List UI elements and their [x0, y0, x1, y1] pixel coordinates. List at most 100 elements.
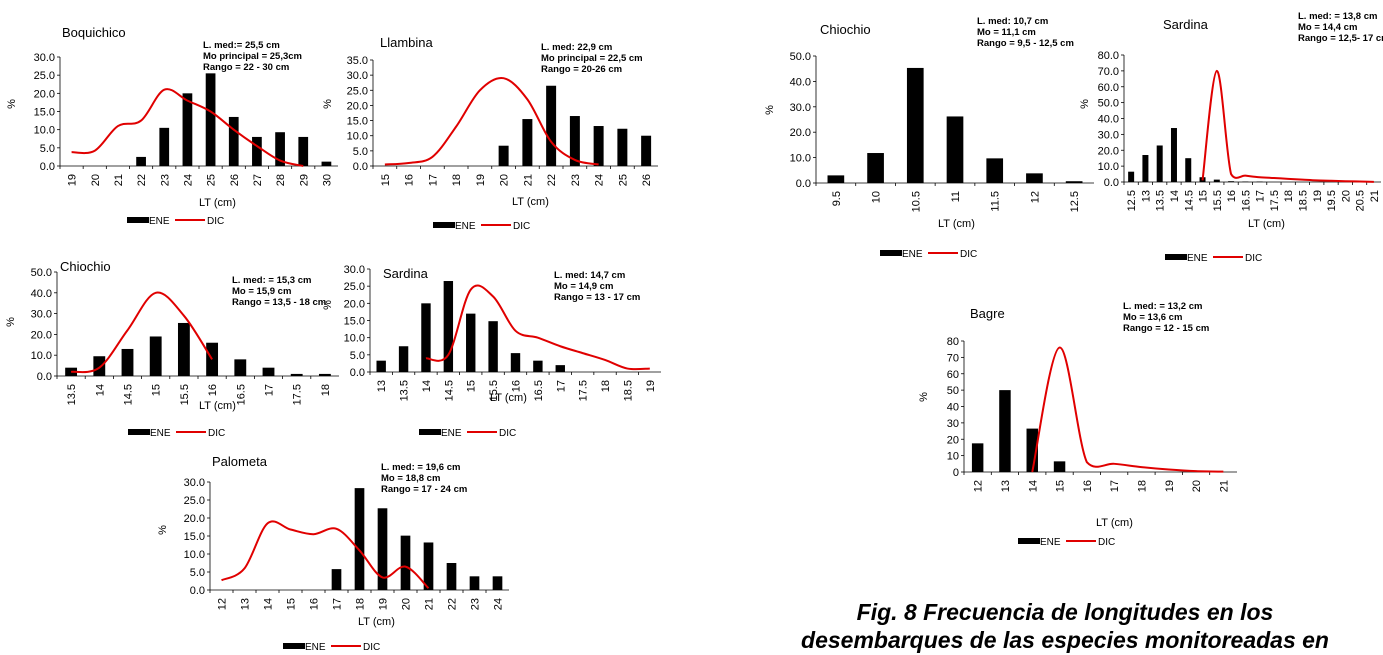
- x-tick-label: 15: [286, 598, 298, 610]
- legend-ene-swatch: [128, 429, 150, 435]
- x-tick-label: 14: [1169, 190, 1181, 202]
- y-tick-label: 30.0: [790, 102, 811, 114]
- y-tick-label: 0.0: [1104, 177, 1119, 189]
- x-tick-label: 18: [1136, 480, 1148, 492]
- x-tick-label: 20: [90, 174, 102, 186]
- x-tick-label: 19: [475, 174, 487, 186]
- y-tick-label: 5.0: [190, 567, 205, 579]
- x-tick-label: 19: [1312, 190, 1324, 202]
- x-tick-label: 16.5: [1240, 190, 1252, 211]
- x-tick-label: 17: [264, 384, 276, 396]
- x-tick-label: 18.5: [1297, 190, 1309, 211]
- x-tick-label: 11.5: [990, 191, 1002, 212]
- legend: ENE DIC: [1165, 253, 1262, 264]
- y-axis-label: %: [764, 105, 776, 115]
- y-tick-label: 80.0: [1098, 50, 1119, 62]
- x-axis-label: LT (cm): [199, 400, 236, 412]
- y-tick-label: 15.0: [34, 107, 55, 119]
- stats-line: L. med: 10,7 cm: [977, 16, 1048, 27]
- stats-line: L. med: 22,9 cm: [541, 42, 612, 53]
- bar-ene: [469, 576, 480, 590]
- y-tick-label: 10.0: [34, 125, 55, 137]
- x-tick-label: 28: [275, 174, 287, 186]
- bar-ene: [331, 569, 342, 590]
- legend-ene-swatch: [419, 429, 441, 435]
- chart-title: Sardina: [1163, 17, 1209, 32]
- stats-line: Rango = 13,5 - 18 cm: [232, 297, 326, 308]
- legend-dic-label: DIC: [208, 428, 225, 439]
- legend: ENE DIC: [880, 249, 977, 260]
- x-tick-label: 17.5: [292, 384, 304, 405]
- x-tick-label: 20: [499, 174, 511, 186]
- x-tick-label: 25: [206, 174, 218, 186]
- bar-ene: [492, 576, 503, 590]
- bar-ene: [400, 535, 411, 590]
- y-tick-label: 0.0: [190, 585, 205, 597]
- stats-line: Rango = 22 - 30 cm: [203, 62, 289, 73]
- x-tick-label: 29: [298, 174, 310, 186]
- legend-ene-label: ENE: [455, 221, 476, 232]
- x-tick-label: 23: [570, 174, 582, 186]
- y-tick-label: 25.0: [347, 85, 368, 97]
- stats-line: Rango = 12 - 15 cm: [1123, 323, 1209, 334]
- x-axis-label: LT (cm): [358, 616, 395, 628]
- legend-dic-label: DIC: [513, 221, 530, 232]
- x-tick-label: 21: [522, 174, 534, 186]
- x-tick-label: 19: [378, 598, 390, 610]
- y-tick-label: 40.0: [790, 76, 811, 88]
- y-tick-label: 20: [947, 434, 959, 446]
- stats-line: Rango = 17 - 24 cm: [381, 484, 467, 495]
- bar-ene: [488, 321, 498, 372]
- caption-line-2: desembarques de las especies monitoreada…: [801, 627, 1329, 653]
- y-tick-label: 70: [947, 352, 959, 364]
- y-tick-label: 30.0: [31, 309, 52, 321]
- bar-ene: [177, 322, 190, 376]
- legend-dic-label: DIC: [1098, 537, 1115, 548]
- x-tick-label: 13: [1000, 480, 1012, 492]
- y-tick-label: 70.0: [1098, 66, 1119, 78]
- bar-ene: [522, 119, 533, 166]
- x-tick-label: 16: [511, 380, 523, 392]
- x-tick-label: 13: [376, 380, 388, 392]
- stats-line: Mo principal = 25,3cm: [203, 51, 302, 62]
- y-tick-label: 30.0: [34, 52, 55, 64]
- y-tick-label: 0.0: [796, 178, 811, 190]
- bar-ene: [546, 85, 557, 166]
- bar-ene: [376, 360, 386, 372]
- legend-dic-label: DIC: [499, 428, 516, 439]
- bar-ene: [93, 356, 106, 376]
- line-dic: [221, 520, 430, 589]
- y-tick-label: 40.0: [31, 288, 52, 300]
- x-tick-label: 12: [217, 598, 229, 610]
- legend: ENE DIC: [128, 428, 225, 439]
- bar-ene: [275, 132, 285, 166]
- bar-ene: [533, 360, 543, 372]
- bar-ene: [228, 116, 239, 166]
- x-tick-label: 14: [421, 380, 433, 392]
- legend-ene-label: ENE: [441, 428, 462, 439]
- bar-ene: [1142, 155, 1149, 182]
- x-tick-label: 14: [94, 384, 106, 396]
- bar-ene: [252, 136, 262, 166]
- y-tick-label: 20.0: [31, 329, 52, 341]
- stats-line: L. med:= 25,5 cm: [203, 40, 280, 51]
- x-tick-label: 18: [320, 384, 332, 396]
- bar-ene: [906, 67, 924, 183]
- line-dic: [71, 88, 304, 167]
- legend: ENE DIC: [1018, 537, 1115, 548]
- x-tick-label: 12: [1029, 191, 1041, 203]
- y-tick-label: 15.0: [347, 116, 368, 128]
- y-tick-label: 50.0: [1098, 98, 1119, 110]
- x-axis-label: LT (cm): [512, 196, 549, 208]
- bar-ene: [1053, 461, 1066, 472]
- y-axis-label: %: [5, 317, 17, 327]
- y-tick-label: 30.0: [344, 264, 365, 276]
- x-tick-label: 19: [645, 380, 657, 392]
- legend-ene-label: ENE: [150, 428, 171, 439]
- y-tick-label: 20.0: [347, 100, 368, 112]
- x-tick-label: 24: [594, 174, 606, 186]
- x-tick-label: 16: [404, 174, 416, 186]
- y-tick-label: 10.0: [347, 131, 368, 143]
